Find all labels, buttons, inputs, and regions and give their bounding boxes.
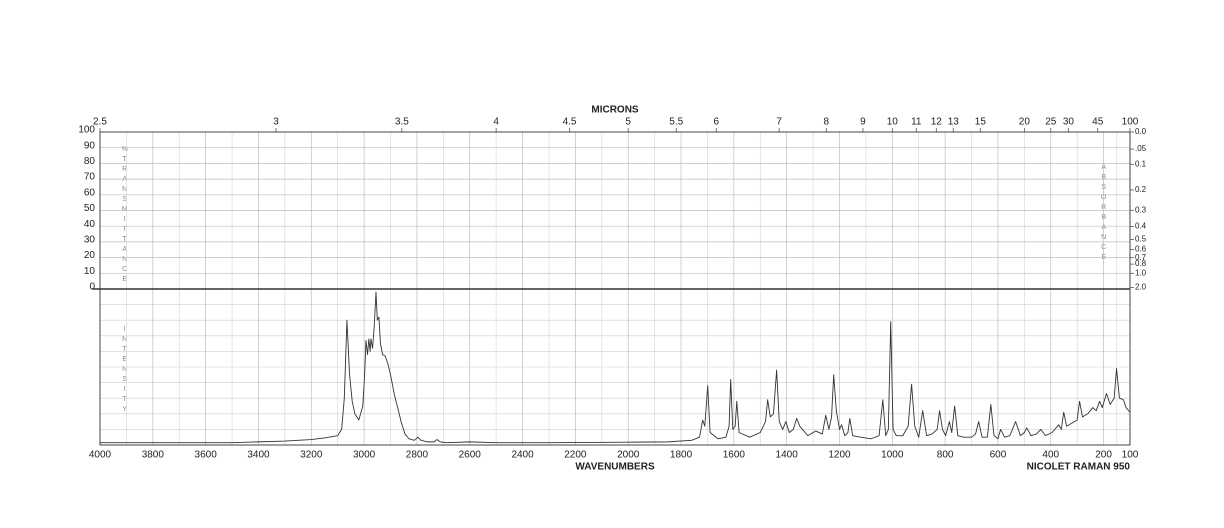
x-tick-label: 1800 xyxy=(670,450,693,461)
x-tick-label: 2400 xyxy=(511,450,534,461)
x2-axis-title: MICRONS xyxy=(591,105,639,116)
y2-tick-label: 0.0 xyxy=(1135,127,1147,136)
y-tick-label: 50 xyxy=(84,203,96,214)
x2-tick-label: 11 xyxy=(911,117,922,128)
instrument-label: NICOLET RAMAN 950 xyxy=(1027,462,1131,473)
x-tick-label: 400 xyxy=(1042,450,1059,461)
x-tick-label: 200 xyxy=(1095,450,1112,461)
y2-tick-label: 0.7 xyxy=(1135,253,1147,262)
x2-tick-label: 5.5 xyxy=(669,117,683,128)
y2-tick-label: 0.5 xyxy=(1135,234,1147,243)
x2-tick-label: 7 xyxy=(776,117,782,128)
x2-tick-label: 9 xyxy=(860,117,866,128)
y2-tick-label: 0.1 xyxy=(1135,159,1147,168)
y2-tick-label: 0.8 xyxy=(1135,259,1147,268)
x2-tick-label: 5 xyxy=(625,117,631,128)
x-tick-label: 2000 xyxy=(617,450,640,461)
x2-tick-label: 30 xyxy=(1063,117,1075,128)
x2-tick-label: 100 xyxy=(1122,117,1139,128)
x2-tick-label: 15 xyxy=(975,117,987,128)
y2-tick-label: 1.0 xyxy=(1135,268,1147,277)
x2-tick-label: 8 xyxy=(824,117,830,128)
x-tick-label: 1600 xyxy=(723,450,746,461)
x-tick-label: 1000 xyxy=(881,450,904,461)
y-tick-label: 30 xyxy=(84,235,96,246)
x2-tick-label: 13 xyxy=(948,117,960,128)
x2-tick-label: 25 xyxy=(1045,117,1057,128)
y-tick-label: 40 xyxy=(84,219,96,230)
x2-tick-label: 20 xyxy=(1019,117,1031,128)
x-tick-label: 3000 xyxy=(353,450,376,461)
y2-tick-label: 0.6 xyxy=(1135,245,1147,254)
x-tick-label: 800 xyxy=(937,450,954,461)
x2-tick-label: 45 xyxy=(1092,117,1104,128)
x-tick-label: 2800 xyxy=(406,450,429,461)
y-axis-title: %TRANSMITTANCE xyxy=(121,146,128,286)
x2-tick-label: 12 xyxy=(931,117,943,128)
x2-tick-label: 4 xyxy=(493,117,499,128)
y-tick-label: 60 xyxy=(84,187,96,198)
x-tick-label: 2200 xyxy=(564,450,587,461)
y-tick-label: 10 xyxy=(84,266,96,277)
y-tick-label: 80 xyxy=(84,156,96,167)
intensity-title: INTENSITY xyxy=(121,326,128,416)
y2-tick-label: .05 xyxy=(1135,144,1147,153)
x2-tick-label: 2.5 xyxy=(93,117,107,128)
y-tick-label: 100 xyxy=(78,125,95,136)
x-tick-label: 3200 xyxy=(300,450,323,461)
y-tick-label: 90 xyxy=(84,140,96,151)
x2-tick-label: 6 xyxy=(713,117,719,128)
x2-tick-label: 4.5 xyxy=(563,117,577,128)
x-axis-title: WAVENUMBERS xyxy=(575,462,655,473)
x2-tick-label: 10 xyxy=(887,117,899,128)
x-tick-label: 2600 xyxy=(459,450,482,461)
y2-tick-label: 0.2 xyxy=(1135,185,1147,194)
x-tick-label: 4000 xyxy=(89,450,112,461)
x-tick-label: 600 xyxy=(990,450,1007,461)
y2-tick-label: 0.4 xyxy=(1135,222,1147,231)
x-tick-label: 3400 xyxy=(247,450,270,461)
y-tick-label: 70 xyxy=(84,172,96,183)
spectrum-line xyxy=(100,291,1131,444)
x2-tick-label: 3 xyxy=(273,117,279,128)
x-tick-label: 1200 xyxy=(828,450,851,461)
y-tick-label: 0 xyxy=(89,282,95,293)
x-tick-label: 1400 xyxy=(776,450,799,461)
y2-tick-label: 2.0 xyxy=(1135,283,1147,292)
x-tick-label: 3600 xyxy=(195,450,218,461)
x-tick-label: 100 xyxy=(1122,450,1139,461)
x-tick-label: 3800 xyxy=(142,450,165,461)
y-tick-label: 20 xyxy=(84,250,96,261)
y2-tick-label: 0.3 xyxy=(1135,205,1147,214)
x2-tick-label: 3.5 xyxy=(395,117,409,128)
